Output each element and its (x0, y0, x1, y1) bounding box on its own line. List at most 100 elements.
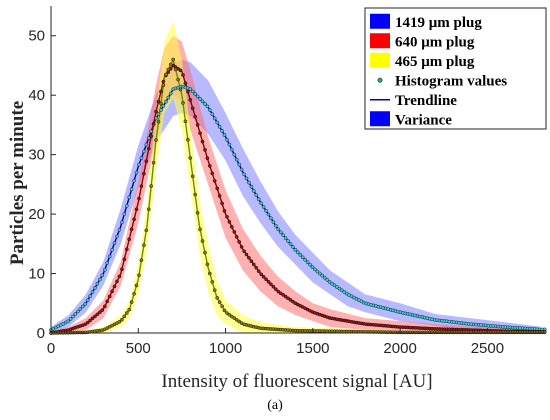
figure-caption: (a) (267, 398, 283, 413)
histogram-point (190, 89, 195, 94)
histogram-point (103, 304, 107, 309)
histogram-point (332, 283, 337, 288)
histogram-point (300, 255, 305, 260)
histogram-point (234, 317, 239, 322)
histogram-point (195, 94, 200, 99)
histogram-point (142, 171, 146, 176)
histogram-point (164, 72, 168, 77)
histogram-point (244, 252, 249, 257)
histogram-point (542, 330, 547, 335)
histogram-point (261, 274, 266, 279)
histogram-point (256, 197, 261, 201)
histogram-point (161, 104, 166, 108)
histogram-point (125, 311, 129, 315)
histogram-point (71, 314, 75, 319)
histogram-point (137, 162, 141, 167)
histogram-point (129, 187, 134, 191)
histogram-point (200, 239, 205, 243)
histogram-point (237, 240, 241, 244)
histogram-point (269, 216, 273, 221)
histogram-point (122, 314, 127, 319)
histogram-point (103, 267, 107, 272)
histogram-point (190, 106, 195, 111)
histogram-point (254, 193, 259, 197)
histogram-point (117, 227, 122, 232)
histogram-point (205, 104, 210, 109)
plot-area (49, 20, 547, 335)
histogram-point (273, 223, 278, 228)
histogram-point (251, 189, 256, 193)
histogram-point (308, 262, 312, 267)
histogram-point (220, 201, 224, 206)
histogram-point (337, 286, 342, 291)
histogram-point (156, 120, 161, 124)
histogram-point (210, 171, 215, 176)
legend-swatch (370, 13, 390, 29)
histogram-point (107, 254, 112, 259)
histogram-point (139, 258, 144, 263)
histogram-point (146, 136, 151, 140)
histogram-point (78, 307, 83, 311)
histogram-point (120, 267, 124, 272)
histogram-point (205, 156, 210, 160)
histogram-point (212, 288, 217, 293)
histogram-point (259, 272, 264, 277)
histogram-point (127, 307, 131, 312)
histogram-point (276, 227, 281, 232)
histogram-point (217, 124, 222, 129)
histogram-point (322, 275, 327, 280)
histogram-point (178, 87, 183, 92)
histogram-point (225, 137, 229, 142)
histogram-point (149, 129, 153, 134)
histogram-point (186, 137, 190, 142)
histogram-point (239, 245, 244, 249)
histogram-point (110, 289, 114, 294)
histogram-point (198, 97, 202, 101)
y-axis-title: Particles per minute (7, 101, 28, 265)
histogram-point (139, 156, 144, 160)
histogram-point (291, 245, 295, 249)
histogram-point (203, 250, 207, 255)
histogram-point (144, 142, 149, 147)
histogram-point (203, 148, 207, 152)
legend-swatch (370, 52, 390, 68)
histogram-point (288, 298, 293, 302)
histogram-point (247, 180, 251, 185)
histogram-point (239, 167, 244, 172)
histogram-point (217, 300, 222, 304)
legend-swatch (370, 33, 390, 49)
histogram-point (278, 230, 283, 235)
histogram-point (98, 310, 102, 315)
histogram-point (120, 317, 124, 322)
histogram-point (283, 294, 288, 299)
histogram-point (244, 176, 249, 181)
legend-label: Trendline (395, 93, 457, 109)
histogram-point (154, 116, 158, 121)
y-tick-label: 30 (28, 147, 45, 164)
histogram-point (129, 227, 134, 232)
legend-label: Histogram values (395, 73, 507, 89)
histogram-point (132, 178, 136, 183)
x-tick-label: 2500 (471, 340, 504, 357)
histogram-point (168, 91, 173, 96)
histogram-point (173, 67, 178, 72)
histogram-point (266, 279, 271, 284)
histogram-point (127, 237, 131, 242)
y-tick-label: 0 (37, 325, 45, 342)
histogram-point (112, 241, 117, 245)
histogram-point (281, 233, 286, 237)
histogram-point (156, 99, 161, 104)
histogram-point (146, 146, 151, 151)
histogram-point (215, 186, 219, 191)
histogram-point (125, 247, 129, 252)
histogram-point (117, 319, 122, 324)
histogram-point (181, 73, 185, 77)
x-tick-label: 2000 (383, 340, 416, 357)
histogram-point (164, 99, 168, 104)
histogram-point (193, 92, 197, 96)
histogram-point (225, 311, 229, 315)
histogram-point (222, 308, 227, 313)
histogram-point (144, 228, 149, 233)
legend-swatch (370, 111, 390, 127)
